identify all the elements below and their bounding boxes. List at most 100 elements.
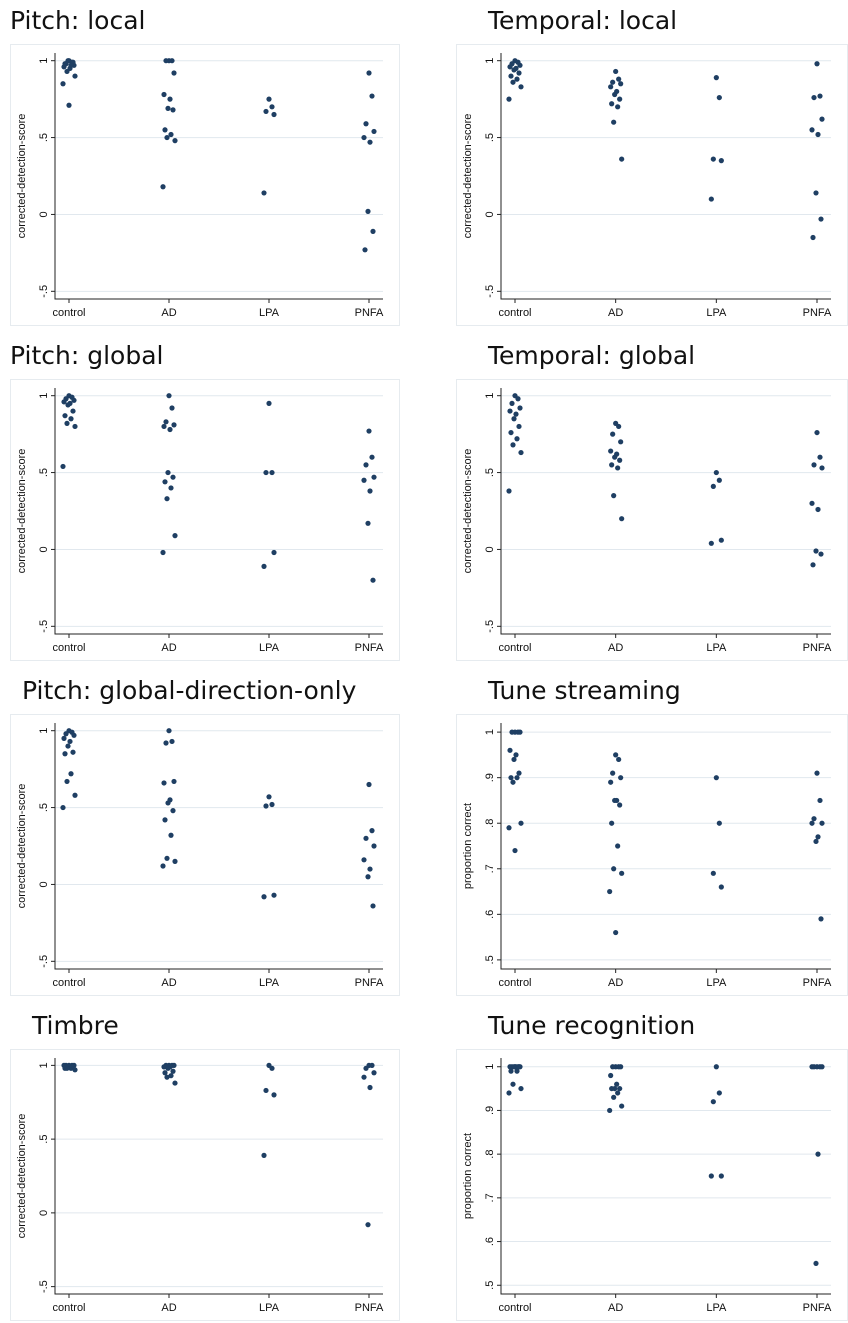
data-point [609, 462, 615, 468]
data-point [615, 843, 621, 849]
y-tick-label: .9 [484, 773, 496, 782]
data-point [514, 1068, 520, 1074]
data-point [363, 835, 369, 841]
data-point [514, 436, 520, 442]
data-point [810, 562, 816, 568]
x-tick-label-lpa: LPA [706, 307, 727, 319]
data-point [617, 457, 623, 463]
data-point [261, 563, 267, 569]
data-point [617, 96, 623, 102]
data-point [611, 119, 617, 125]
y-tick-label: 1 [484, 58, 496, 64]
data-point [361, 134, 367, 141]
y-tick-label: .5 [38, 1135, 50, 1144]
data-point [813, 838, 819, 845]
data-point [618, 81, 624, 87]
y-tick-label: 0 [38, 211, 50, 217]
data-point [613, 752, 619, 758]
data-point [718, 537, 724, 543]
data-point [263, 1087, 269, 1094]
data-point [815, 1151, 821, 1157]
panel-title: Temporal: local [488, 6, 678, 35]
y-tick-label: .8 [484, 1150, 496, 1159]
data-point [170, 1068, 176, 1074]
data-point [618, 1064, 624, 1070]
data-point [713, 1064, 719, 1070]
data-point [611, 866, 617, 872]
data-point [611, 493, 617, 499]
data-point [64, 778, 70, 785]
data-point [161, 91, 167, 98]
data-point [170, 107, 176, 113]
data-point [362, 247, 368, 253]
data-point [615, 465, 621, 471]
axes [54, 723, 383, 970]
data-point [511, 67, 517, 73]
data-point [814, 429, 820, 436]
axes [54, 1058, 383, 1295]
data-point [718, 1173, 724, 1179]
plot-area: .5 .6 .7 .8 .9 1 proportion correct control AD LP… [456, 714, 848, 996]
data-point [619, 1103, 625, 1109]
x-tick-label-ad: AD [608, 642, 623, 654]
data-point [511, 1064, 517, 1070]
data-point [513, 752, 519, 758]
data-point [66, 102, 72, 108]
data-point [166, 393, 172, 399]
data-point [614, 1081, 620, 1087]
data-point [72, 423, 78, 430]
data-point [160, 549, 166, 556]
y-axis-label: corrected-detection-score [16, 114, 28, 239]
data-point [710, 483, 716, 489]
y-tick-label: 0 [484, 211, 496, 217]
data-point [507, 1064, 513, 1070]
data-point [511, 416, 517, 422]
data-point [271, 549, 277, 556]
data-point [613, 68, 619, 75]
data-point [506, 488, 512, 494]
data-point [68, 1065, 74, 1071]
data-point [271, 111, 277, 118]
data-point [60, 463, 66, 470]
y-tick-label: .5 [38, 803, 50, 812]
data-point [613, 929, 619, 936]
data-point [72, 73, 78, 79]
data-point [817, 93, 823, 99]
x-tick-label-pnfa: PNFA [803, 642, 832, 654]
data-point [710, 156, 716, 162]
data-point [809, 1064, 815, 1070]
data-point [716, 94, 722, 101]
data-point [819, 1064, 825, 1070]
y-tick-label: 1 [484, 729, 496, 735]
data-point [269, 104, 275, 110]
data-point [818, 216, 824, 222]
data-point [818, 916, 824, 922]
data-point [508, 1068, 514, 1074]
x-tick-label-ad: AD [161, 1302, 176, 1314]
axes [500, 1058, 831, 1295]
data-point [165, 800, 171, 806]
data-point [168, 832, 174, 838]
data-point [616, 756, 622, 763]
data-point [169, 405, 175, 411]
panel-title: Timbre [32, 1011, 119, 1040]
y-tick-label: -.5 [484, 620, 496, 633]
data-point [168, 485, 174, 491]
data-point [365, 208, 371, 214]
y-axis-label: corrected-detection-score [462, 449, 474, 574]
data-point [266, 794, 272, 800]
data-point [508, 775, 514, 781]
axes [500, 723, 831, 970]
x-tick-label-control: control [498, 977, 531, 989]
y-tick-label: .6 [484, 1237, 496, 1246]
data-point [164, 855, 170, 861]
data-point [608, 84, 614, 90]
data-point [271, 892, 277, 898]
data-point [518, 449, 524, 456]
data-point [608, 448, 614, 454]
data-point [813, 548, 819, 554]
y-axis-label: corrected-detection-score [16, 449, 28, 574]
data-point [67, 738, 73, 745]
data-point [819, 116, 825, 122]
data-point [60, 804, 66, 811]
